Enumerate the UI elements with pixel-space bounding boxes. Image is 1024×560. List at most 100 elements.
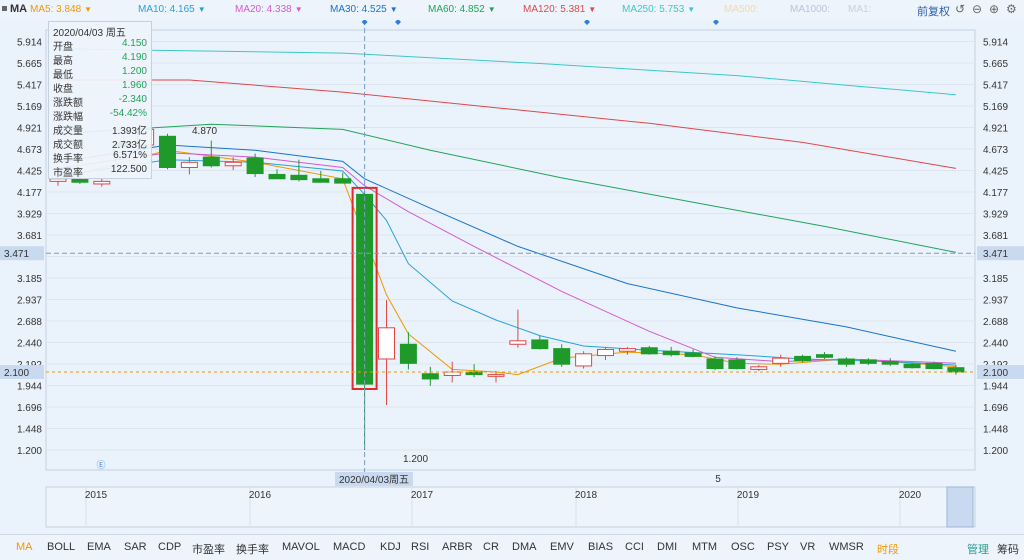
- candle: [750, 365, 768, 372]
- candle-body: [597, 348, 614, 357]
- indicator-tab[interactable]: MTM: [692, 541, 718, 553]
- candle: [794, 354, 812, 363]
- candlestick-chart[interactable]: 5.914 5.665 5.417 5.169 4.921 4.673 4.425 4.177…: [0, 0, 1024, 534]
- indicator-tab[interactable]: CR: [483, 541, 499, 553]
- menu-icon[interactable]: [2, 6, 7, 11]
- indicator-tab[interactable]: VR: [800, 541, 816, 553]
- x-axis-year-label: 2020: [899, 490, 922, 501]
- candle-body: [159, 135, 176, 168]
- ma-legend-label: MA250: 5.753: [622, 4, 685, 15]
- y-tick-label: 3.185: [17, 274, 42, 285]
- ma-legend-label: MA500:: [724, 4, 759, 15]
- ma-legend-item[interactable]: MA5: 3.848 ▼: [30, 4, 92, 15]
- indicator-tab[interactable]: WMSR: [829, 541, 864, 553]
- indicator-tab[interactable]: DMI: [657, 541, 678, 553]
- y-tick-label: 1.200: [17, 446, 42, 457]
- y-tick-label: 4.177: [983, 188, 1008, 199]
- candle: [224, 157, 242, 171]
- indicator-tab[interactable]: EMV: [550, 541, 574, 553]
- toolbar-tab[interactable]: 管理: [967, 544, 989, 556]
- candle-body: [268, 173, 286, 180]
- y-tick-label: 1.448: [983, 425, 1008, 436]
- dropdown-icon[interactable]: ▼: [84, 5, 93, 14]
- info-value: 122.500: [110, 164, 147, 175]
- indicator-tab[interactable]: MACD: [333, 541, 366, 553]
- candle: [93, 177, 111, 187]
- y-tick-label: 1.696: [17, 403, 42, 414]
- ma-legend-item[interactable]: MA30: 4.525 ▼: [330, 4, 398, 15]
- y-tick-label: 2.688: [17, 317, 42, 328]
- adjust-button[interactable]: 前复权: [917, 6, 950, 18]
- y-tick-label: 2.937: [983, 296, 1008, 307]
- indicator-tab[interactable]: ARBR: [442, 541, 473, 553]
- candle: [246, 153, 264, 178]
- last-price-label: 2.100: [4, 368, 29, 379]
- candle-body: [93, 180, 111, 185]
- minus-circle-icon[interactable]: ⊖: [972, 2, 983, 16]
- ma-legend-item[interactable]: MA1:: [848, 4, 871, 15]
- plus-circle-icon[interactable]: ⊕: [989, 2, 1000, 16]
- candle-body: [618, 348, 636, 352]
- undo-icon[interactable]: ↺: [955, 2, 966, 16]
- indicator-tab[interactable]: RSI: [411, 541, 430, 553]
- ma-legend-item[interactable]: MA20: 4.338 ▼: [235, 4, 303, 15]
- indicator-tab[interactable]: BIAS: [588, 541, 614, 553]
- toolbar-tab[interactable]: 筹码: [997, 544, 1019, 556]
- dropdown-icon[interactable]: ▼: [687, 5, 696, 14]
- candle-body: [750, 366, 768, 370]
- y-tick-label: 5.169: [17, 102, 42, 113]
- settings-icon[interactable]: ⚙: [1006, 2, 1017, 16]
- candle: [640, 346, 658, 355]
- ma-legend-label: MA30: 4.525: [330, 4, 387, 15]
- info-row: 成交量 1.393亿: [53, 122, 147, 137]
- indicator-tab[interactable]: DMA: [512, 541, 537, 553]
- indicator-tab[interactable]: 市盈率: [192, 544, 225, 556]
- indicator-tab[interactable]: MA: [16, 541, 33, 553]
- dropdown-icon[interactable]: ▼: [588, 5, 597, 14]
- x-axis-year-label: 2015: [85, 490, 108, 501]
- y-tick-label: 1.448: [17, 425, 42, 436]
- timeline-navigator: [45, 486, 976, 528]
- date-marker: 5: [715, 474, 721, 485]
- candle: [443, 361, 461, 383]
- candle-body: [421, 373, 439, 380]
- indicator-tab[interactable]: BOLL: [47, 541, 76, 553]
- navigator-window-handle: [946, 486, 974, 528]
- candle: [202, 140, 220, 168]
- ma-legend-item[interactable]: MA500:: [724, 4, 758, 15]
- candle-body: [202, 156, 220, 167]
- candle: [159, 133, 176, 170]
- ma-legend-bar: MA MA5: 3.848 ▼ MA10: 4.165 ▼ MA20: 4.338 ▼ MA…: [0, 0, 1024, 20]
- ma-legend-item[interactable]: MA1000:: [790, 4, 830, 15]
- indicator-name: MA: [10, 3, 28, 15]
- crosshair-date-tag: [335, 472, 413, 486]
- indicator-tab[interactable]: KDJ: [380, 541, 401, 553]
- ma-legend-item[interactable]: MA10: 4.165 ▼: [138, 4, 206, 15]
- indicator-tab[interactable]: SAR: [124, 541, 147, 553]
- y-tick-label: 5.914: [17, 38, 42, 49]
- indicator-tab[interactable]: EMA: [87, 541, 111, 553]
- candle: [859, 358, 877, 366]
- dropdown-icon[interactable]: ▼: [487, 5, 496, 14]
- dropdown-icon[interactable]: ▼: [389, 5, 398, 14]
- ma-legend-item[interactable]: MA60: 4.852 ▼: [428, 4, 496, 15]
- indicator-tab[interactable]: CCI: [625, 541, 644, 553]
- ma-legend-item[interactable]: MA250: 5.753 ▼: [622, 4, 695, 15]
- ma-legend-label: MA1000:: [790, 4, 831, 15]
- indicator-tab[interactable]: MAVOL: [282, 541, 320, 553]
- info-key: 开盘: [53, 42, 73, 53]
- ma-legend-item[interactable]: MA120: 5.381 ▼: [523, 4, 596, 15]
- candle: [728, 357, 746, 370]
- event-marker-icon: [584, 19, 590, 25]
- dropdown-icon[interactable]: ▼: [294, 5, 303, 14]
- candle: [662, 346, 680, 357]
- indicator-tab[interactable]: OSC: [731, 541, 755, 553]
- indicator-tab[interactable]: PSY: [767, 541, 790, 553]
- toolbar-tab[interactable]: 时段: [877, 544, 899, 556]
- dropdown-icon[interactable]: ▼: [197, 5, 206, 14]
- ohlc-info-panel: 2020/04/03 周五 开盘 4.150 最高 4.190 最低 1.200 收盘 1.9…: [48, 21, 152, 179]
- indicator-tab[interactable]: 换手率: [236, 544, 269, 556]
- candle-body: [180, 161, 198, 168]
- indicator-tab[interactable]: CDP: [158, 541, 182, 553]
